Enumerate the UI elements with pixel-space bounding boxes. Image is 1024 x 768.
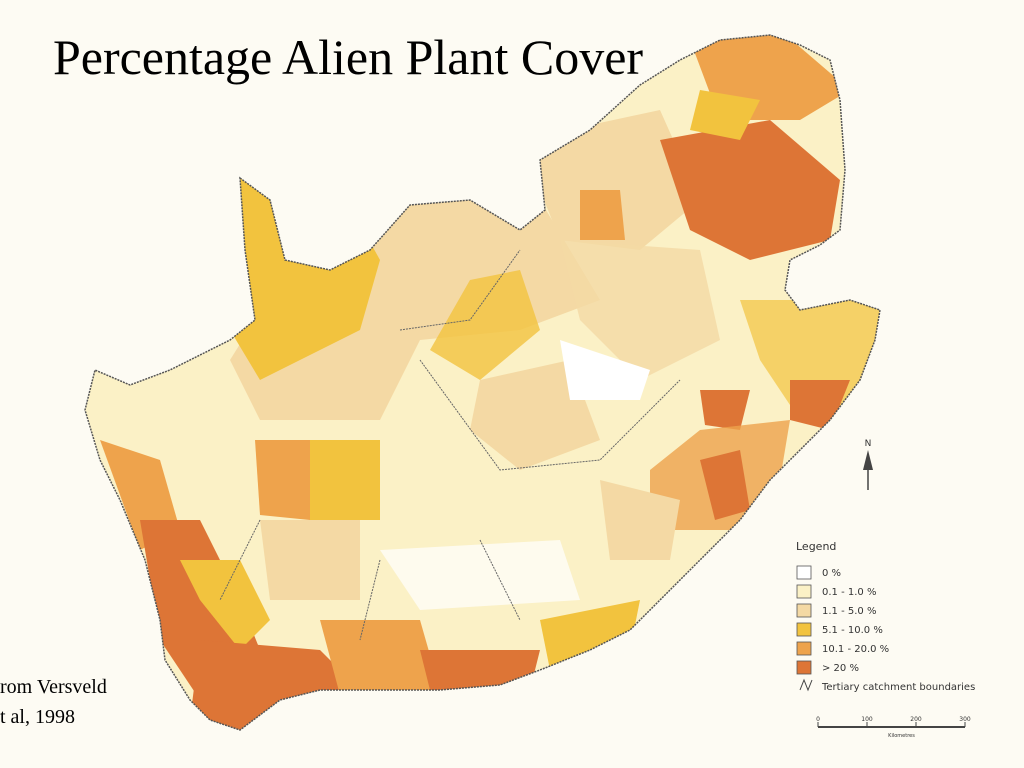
scale-label: 100 <box>861 716 873 723</box>
legend-label: 1.1 - 5.0 % <box>822 606 876 617</box>
scale-bar: 0 100 200 300 Kilometres <box>816 716 971 739</box>
legend-label: 5.1 - 10.0 % <box>822 625 883 636</box>
scale-label: 0 <box>816 716 820 723</box>
legend-swatch <box>796 584 812 599</box>
citation-line: t al, 1998 <box>0 706 75 728</box>
catchment-boundaries <box>219 249 681 641</box>
north-arrow: N <box>863 439 873 490</box>
legend-swatch <box>796 660 812 675</box>
legend-swatch <box>796 603 812 618</box>
scale-label: 200 <box>910 716 922 723</box>
citation-line: rom Versveld <box>0 676 107 698</box>
legend-boundary-symbol <box>799 678 813 692</box>
legend-label: 0.1 - 1.0 % <box>822 587 876 598</box>
legend-swatch <box>796 565 812 580</box>
scale-unit: Kilometres <box>888 733 915 739</box>
legend-label: Tertiary catchment boundaries <box>821 682 975 693</box>
legend-title: Legend <box>796 540 836 553</box>
legend-swatch <box>796 622 812 637</box>
north-label: N <box>865 439 872 449</box>
legend: Legend 0 % 0.1 - 1.0 % 1.1 - 5.0 % 5.1 - 10… <box>796 540 975 693</box>
legend-label: 0 % <box>822 568 841 579</box>
legend-label: 10.1 - 20.0 % <box>822 644 889 655</box>
title: Percentage Alien Plant Cover <box>52 29 644 85</box>
legend-label: > 20 % <box>822 663 859 674</box>
scale-label: 300 <box>959 716 971 723</box>
legend-swatch <box>796 641 812 656</box>
